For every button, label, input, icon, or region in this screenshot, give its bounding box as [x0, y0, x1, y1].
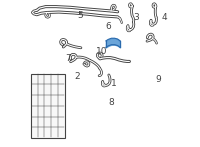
Text: 1: 1	[111, 78, 117, 88]
Text: 2: 2	[74, 72, 80, 81]
FancyBboxPatch shape	[31, 74, 65, 138]
Text: 7: 7	[66, 54, 71, 63]
Text: 4: 4	[162, 13, 167, 22]
Text: 10: 10	[96, 47, 107, 56]
Text: 3: 3	[133, 13, 139, 22]
Text: 8: 8	[108, 98, 114, 107]
Text: 6: 6	[105, 22, 111, 31]
Text: 9: 9	[155, 75, 161, 84]
Text: 5: 5	[77, 11, 83, 20]
